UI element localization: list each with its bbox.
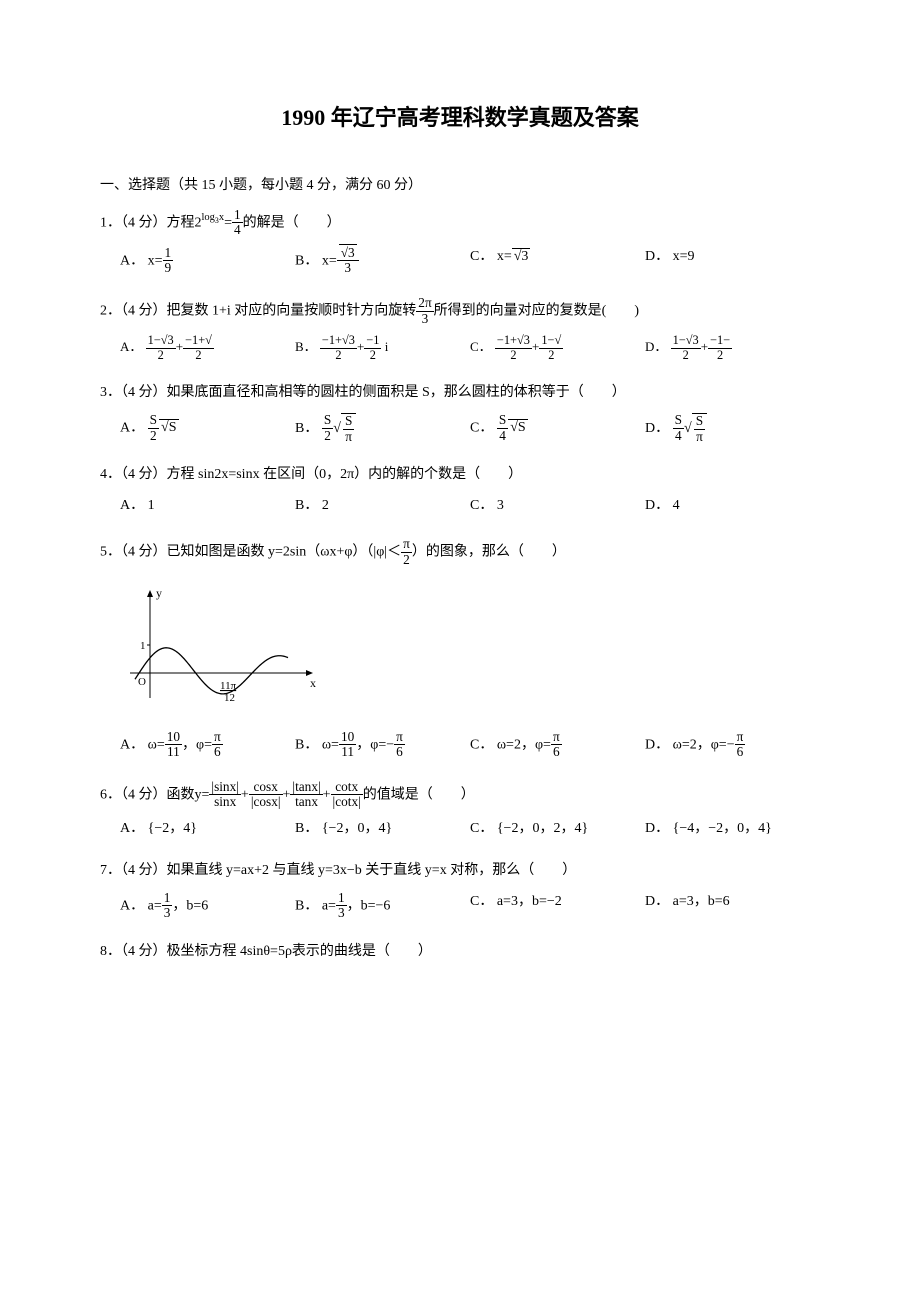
option: B． S2√Sπ xyxy=(295,413,470,444)
question-text: 6．（4 分）函数y=|sinx|sinx+cosx|cosx|+|tanx|t… xyxy=(100,780,820,810)
question-text: 2．（4 分）把复数 1+i 对应的向量按顺时针方向旋转2π3所得到的向量对应的… xyxy=(100,296,820,326)
question-8: 8．（4 分）极坐标方程 4sinθ=5ρ表示的曲线是（ ） xyxy=(100,941,820,963)
option: C． 3 xyxy=(470,495,645,517)
option: C． {−2，0，2，4} xyxy=(470,818,645,840)
option: B． x=√33 xyxy=(295,246,470,276)
question-7: 7．（4 分）如果直线 y=ax+2 与直线 y=3x−b 关于直线 y=x 对… xyxy=(100,860,820,921)
option: C． ω=2，φ=π6 xyxy=(470,730,645,760)
sine-graph: y x 1 O 11π 12 xyxy=(120,583,320,713)
option: B． −1+√32+−12 i xyxy=(295,334,470,362)
svg-text:y: y xyxy=(156,586,162,600)
question-text: 4．（4 分）方程 sin2x=sinx 在区间（0，2π）内的解的个数是（ ） xyxy=(100,464,820,486)
option: B． {−2，0，4} xyxy=(295,818,470,840)
question-text: 3．（4 分）如果底面直径和高相等的圆柱的侧面积是 S，那么圆柱的体积等于（ ） xyxy=(100,382,820,404)
question-4: 4．（4 分）方程 sin2x=sinx 在区间（0，2π）内的解的个数是（ ）… xyxy=(100,464,820,517)
option: D． x=9 xyxy=(645,246,820,276)
svg-text:O: O xyxy=(138,676,146,688)
option: A． S2√S xyxy=(120,413,295,444)
svg-text:1: 1 xyxy=(140,640,146,652)
question-text: 5．（4 分）已知如图是函数 y=2sin（ωx+φ）（|φ|＜π2）的图象，那… xyxy=(100,537,820,567)
options: A． 1−√32+−1+√2B． −1+√32+−12 iC． −1+√32+1… xyxy=(100,334,820,362)
question-text: 7．（4 分）如果直线 y=ax+2 与直线 y=3x−b 关于直线 y=x 对… xyxy=(100,860,820,882)
question-text: 8．（4 分）极坐标方程 4sinθ=5ρ表示的曲线是（ ） xyxy=(100,941,820,963)
option: D． 1−√32+−1−2 xyxy=(645,334,820,362)
section-header: 一、选择题（共 15 小题，每小题 4 分，满分 60 分） xyxy=(100,175,820,197)
option: D． {−4，−2，0，4} xyxy=(645,818,820,840)
option: C． S4√S xyxy=(470,413,645,444)
svg-text:x: x xyxy=(310,676,316,690)
options: A． x=19B． x=√33C． x=√3D． x=9 xyxy=(100,246,820,276)
option: C． −1+√32+1−√2 xyxy=(470,334,645,362)
options: A． {−2，4}B． {−2，0，4}C． {−2，0，2，4}D． {−4，… xyxy=(100,818,820,840)
option: A． 1−√32+−1+√2 xyxy=(120,334,295,362)
question-6: 6．（4 分）函数y=|sinx|sinx+cosx|cosx|+|tanx|t… xyxy=(100,780,820,841)
option: A． a=13，b=6 xyxy=(120,891,295,921)
option: A． 1 xyxy=(120,495,295,517)
options: A． a=13，b=6B． a=13，b=−6C． a=3，b=−2D． a=3… xyxy=(100,891,820,921)
option: B． 2 xyxy=(295,495,470,517)
option: D． ω=2，φ=−π6 xyxy=(645,730,820,760)
option: B． a=13，b=−6 xyxy=(295,891,470,921)
options: A． ω=1011，φ=π6B． ω=1011，φ=−π6C． ω=2，φ=π6… xyxy=(100,730,820,760)
question-3: 3．（4 分）如果底面直径和高相等的圆柱的侧面积是 S，那么圆柱的体积等于（ ）… xyxy=(100,382,820,444)
question-5: 5．（4 分）已知如图是函数 y=2sin（ωx+φ）（|φ|＜π2）的图象，那… xyxy=(100,537,820,760)
option: A． {−2，4} xyxy=(120,818,295,840)
option: A． ω=1011，φ=π6 xyxy=(120,730,295,760)
option: D． 4 xyxy=(645,495,820,517)
option: C． a=3，b=−2 xyxy=(470,891,645,921)
option: B． ω=1011，φ=−π6 xyxy=(295,730,470,760)
question-2: 2．（4 分）把复数 1+i 对应的向量按顺时针方向旋转2π3所得到的向量对应的… xyxy=(100,296,820,362)
option: D． a=3，b=6 xyxy=(645,891,820,921)
option: D． S4√Sπ xyxy=(645,413,820,444)
options: A． 1B． 2C． 3D． 4 xyxy=(100,495,820,517)
option: C． x=√3 xyxy=(470,246,645,276)
option: A． x=19 xyxy=(120,246,295,276)
question-1: 1．（4 分）方程2log3x=14的解是（ ） A． x=19B． x=√33C… xyxy=(100,208,820,277)
question-text: 1．（4 分）方程2log3x=14的解是（ ） xyxy=(100,208,820,238)
options: A． S2√SB． S2√SπC． S4√SD． S4√Sπ xyxy=(100,413,820,444)
page-title: 1990 年辽宁高考理科数学真题及答案 xyxy=(100,100,820,135)
